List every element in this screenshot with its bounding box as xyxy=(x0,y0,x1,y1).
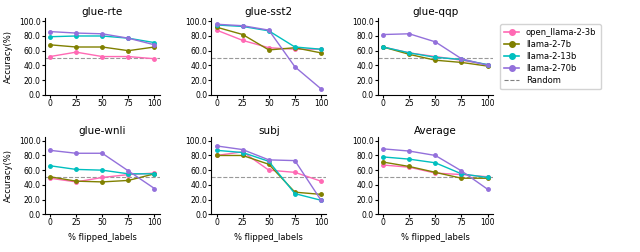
X-axis label: % flipped_labels: % flipped_labels xyxy=(68,233,137,242)
Title: glue-qqp: glue-qqp xyxy=(412,7,458,17)
Title: subj: subj xyxy=(258,126,280,136)
X-axis label: % flipped_labels: % flipped_labels xyxy=(401,233,470,242)
Title: glue-rte: glue-rte xyxy=(82,7,123,17)
Y-axis label: Accuracy(%): Accuracy(%) xyxy=(4,30,13,83)
Title: glue-sst2: glue-sst2 xyxy=(244,7,293,17)
Title: glue-wnli: glue-wnli xyxy=(79,126,126,136)
Legend: open_llama-2-3b, llama-2-7b, llama-2-13b, llama-2-70b, Random: open_llama-2-3b, llama-2-7b, llama-2-13b… xyxy=(500,24,601,89)
Y-axis label: Accuracy(%): Accuracy(%) xyxy=(4,149,13,202)
X-axis label: % flipped_labels: % flipped_labels xyxy=(234,233,303,242)
Title: Average: Average xyxy=(414,126,457,136)
